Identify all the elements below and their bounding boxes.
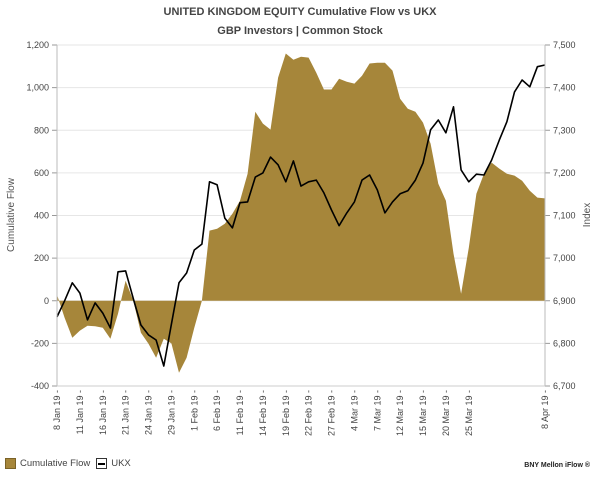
x-tick-label: 24 Jan 19 - <box>144 390 154 435</box>
legend-item-cumulative-flow[interactable]: Cumulative Flow <box>5 458 90 469</box>
y-tick-label: 1,000 <box>26 83 49 93</box>
y2-tick-label: 7,200 <box>553 168 576 178</box>
x-tick-label: 29 Jan 19 - <box>166 390 176 435</box>
x-tick-label: 14 Feb 19 - <box>258 390 268 436</box>
x-tick-label: 22 Feb 19 - <box>304 390 314 436</box>
legend-label-ukx: UKX <box>111 458 131 469</box>
x-tick-label: 16 Jan 19 - <box>98 390 108 435</box>
chart-title: UNITED KINGDOM EQUITY Cumulative Flow vs… <box>164 6 438 18</box>
ukx-line <box>56 64 546 367</box>
x-tick-label: 8 Apr 19 - <box>540 390 550 429</box>
x-tick-label: 11 Feb 19 - <box>235 390 245 435</box>
y-tick-label: 600 <box>34 168 49 178</box>
y-axis-label: Cumulative Flow <box>6 177 17 252</box>
y2-tick-label: 6,900 <box>553 296 576 306</box>
y2-tick-label: 7,500 <box>553 40 576 50</box>
x-tick-label: 8 Jan 19 - <box>52 390 62 430</box>
x-tick-label: 11 Jan 19 - <box>75 390 85 434</box>
legend: Cumulative Flow UKX <box>5 458 137 469</box>
y2-tick-label: 7,000 <box>553 253 576 263</box>
y-tick-label: 800 <box>34 125 49 135</box>
legend-item-ukx[interactable]: UKX <box>96 458 131 469</box>
x-tick-label: 25 Mar 19 - <box>464 390 474 436</box>
y-tick-label: 400 <box>34 211 49 221</box>
ukx-swatch-icon <box>96 458 108 469</box>
y2-tick-label: 7,100 <box>553 211 576 221</box>
legend-label-flow: Cumulative Flow <box>20 458 91 469</box>
x-tick-label: 4 Mar 19 - <box>349 390 359 431</box>
x-tick-label: 15 Mar 19 - <box>418 390 428 436</box>
y2-tick-label: 7,400 <box>553 83 576 93</box>
y-tick-label: -200 <box>31 338 49 348</box>
x-tick-label: 20 Mar 19 - <box>441 390 451 436</box>
chart-subtitle: GBP Investors | Common Stock <box>217 25 383 37</box>
brand-logo: BNY Mellon iFlow ® <box>524 462 590 469</box>
y2-tick-label: 6,700 <box>553 381 576 391</box>
x-tick-label: 1 Feb 19 - <box>189 390 199 431</box>
y-tick-label: 0 <box>44 296 49 306</box>
x-tick-label: 21 Jan 19 - <box>121 390 131 435</box>
cumulative-flow-area <box>57 53 545 373</box>
cumulative-flow-swatch-icon <box>5 458 16 469</box>
x-tick-label: 19 Feb 19 - <box>281 390 291 436</box>
y-tick-label: 200 <box>34 253 49 263</box>
y2-tick-label: 7,300 <box>553 125 576 135</box>
y-tick-label: 1,200 <box>26 40 49 50</box>
x-tick-label: 7 Mar 19 - <box>372 390 382 431</box>
x-tick-label: 6 Feb 19 - <box>212 390 222 431</box>
x-tick-label: 27 Feb 19 - <box>327 390 337 436</box>
y2-axis-label: Index <box>582 203 593 227</box>
x-tick-label: 12 Mar 19 - <box>395 390 405 436</box>
y-tick-label: -400 <box>31 381 49 391</box>
y2-tick-label: 6,800 <box>553 338 576 348</box>
